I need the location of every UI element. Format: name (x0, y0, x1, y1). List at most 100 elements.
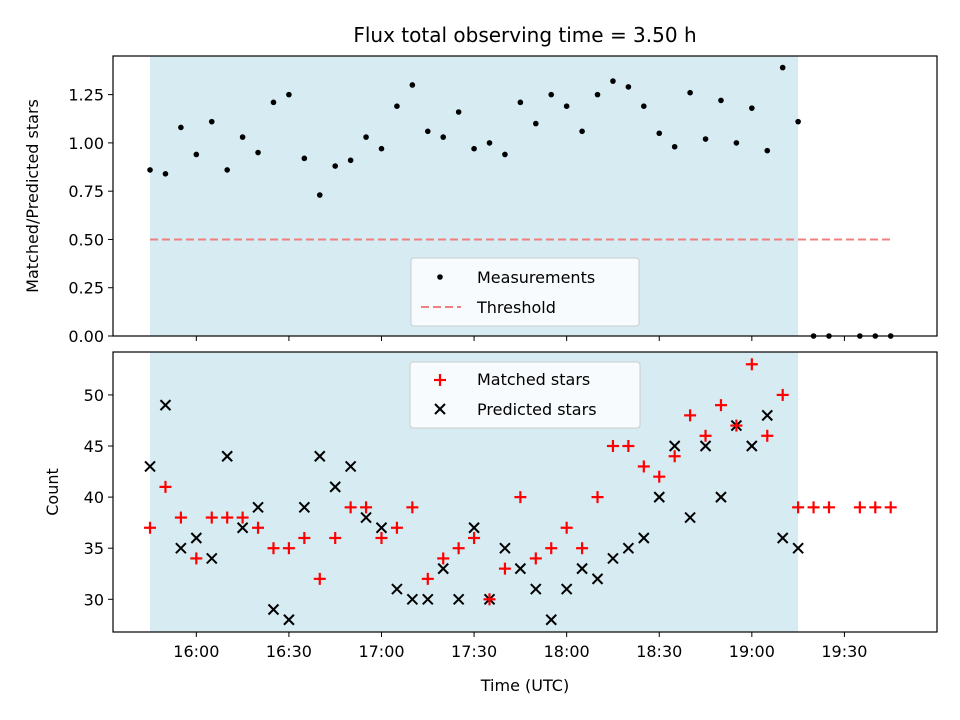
matched-star-point (684, 409, 697, 422)
predicted-star-point (622, 542, 635, 554)
matched-star-point (653, 470, 666, 483)
matched-star-point (576, 542, 589, 555)
predicted-star-point (344, 460, 357, 473)
x-tick-label: 17:00 (358, 642, 404, 661)
matched-star-point (375, 531, 388, 544)
measurement-point (687, 89, 693, 96)
matched-star-point (174, 511, 187, 524)
measurement-point (610, 78, 616, 84)
matched-star-point (792, 501, 805, 514)
measurement-point (579, 128, 585, 135)
matched-star-point (622, 440, 635, 453)
matched-star-point (714, 399, 727, 412)
matched-star-point (807, 501, 820, 514)
predicted-star-point (638, 532, 650, 544)
matched-star-point (205, 511, 218, 524)
matched-star-point (822, 501, 835, 514)
matched-star-point (745, 358, 758, 371)
matched-star-point (637, 460, 650, 473)
matched-star-point (884, 501, 897, 514)
predicted-star-point (468, 522, 480, 534)
predicted-star-point (437, 562, 449, 575)
predicted-star-stroke (715, 491, 727, 503)
predicted-star-stroke (175, 542, 187, 554)
matched-star-point (668, 450, 681, 463)
count-points (144, 358, 897, 626)
matched-star-point (159, 480, 172, 493)
matched-star-point (406, 501, 419, 514)
matched-star-point (190, 552, 203, 565)
matched-star-point (282, 542, 295, 555)
legend-predicted-label: Predicted stars (477, 400, 597, 419)
predicted-star-stroke (684, 511, 696, 524)
bottom-y-tick-label: 45 (84, 437, 104, 456)
matched-star-point (853, 501, 866, 514)
bottom-panel: 30 35 40 45 50 16:00 16:30 17:00 17:30 18:00 18:3… (43, 351, 938, 695)
measurement-point (625, 84, 632, 90)
x-tick-label: 17:30 (451, 642, 497, 661)
predicted-star-stroke (252, 501, 264, 514)
predicted-star-stroke (190, 532, 203, 544)
predicted-star-stroke (699, 440, 712, 452)
measurement-point (162, 170, 169, 177)
bottom-legend-box (409, 361, 641, 429)
predicted-star-stroke (236, 522, 249, 534)
top-y-ticks: 0.00 0.25 0.50 0.75 1.00 1.25 (68, 86, 113, 346)
predicted-star-stroke (622, 542, 635, 554)
predicted-star-stroke (344, 460, 357, 473)
predicted-star-point (653, 491, 665, 503)
measurement-point (208, 118, 215, 125)
x-tick-label: 16:00 (173, 642, 219, 661)
predicted-star-point (175, 542, 187, 554)
matched-star-point (329, 531, 342, 544)
matched-star-point (313, 572, 326, 585)
matched-star-point (776, 388, 789, 401)
bottom-y-axis-label: Count (43, 468, 62, 516)
bottom-y-tick-label: 40 (84, 488, 104, 507)
measurement-point (486, 140, 493, 146)
predicted-star-point (206, 552, 218, 565)
predicted-star-stroke (638, 532, 650, 544)
matched-star-point (221, 511, 234, 524)
measurement-point (641, 103, 647, 110)
predicted-star-point (530, 583, 542, 595)
predicted-star-stroke (375, 522, 388, 534)
top-y-tick-label: 0.25 (68, 279, 104, 298)
measurement-point (301, 155, 308, 162)
predicted-star-point (761, 409, 773, 422)
matched-star-point (869, 501, 882, 514)
measurement-point (147, 167, 153, 173)
predicted-star-point (684, 511, 696, 524)
bottom-y-tick-label: 35 (84, 539, 104, 558)
measurement-point (286, 91, 292, 98)
matched-star-point (437, 552, 450, 565)
bottom-y-tick-label: 50 (84, 386, 104, 405)
predicted-star-point (375, 522, 388, 534)
x-tick-label: 18:30 (636, 642, 682, 661)
measurement-point (270, 99, 277, 106)
measurement-point (455, 109, 462, 115)
predicted-star-point (283, 614, 295, 626)
predicted-star-stroke (437, 562, 449, 575)
predicted-star-point (221, 450, 233, 462)
predicted-star-point (746, 440, 758, 452)
measurement-point (594, 91, 601, 98)
predicted-star-stroke (422, 593, 434, 606)
top-y-tick-label: 1.25 (68, 86, 104, 105)
predicted-star-stroke (360, 511, 372, 524)
bottom-y-tick-label: 30 (84, 590, 104, 609)
predicted-star-stroke (406, 593, 419, 606)
predicted-star-stroke (653, 491, 665, 503)
matched-star-point (468, 531, 481, 544)
predicted-star-stroke (329, 481, 341, 493)
matched-star-point (730, 419, 743, 432)
measurement-point (178, 124, 184, 131)
measurement-point (378, 145, 385, 152)
predicted-star-point (576, 562, 588, 575)
matched-star-point (761, 429, 774, 442)
predicted-star-stroke (314, 450, 326, 462)
measurement-point (502, 151, 508, 158)
measurement-point (656, 130, 663, 137)
matched-star-point (514, 491, 527, 504)
